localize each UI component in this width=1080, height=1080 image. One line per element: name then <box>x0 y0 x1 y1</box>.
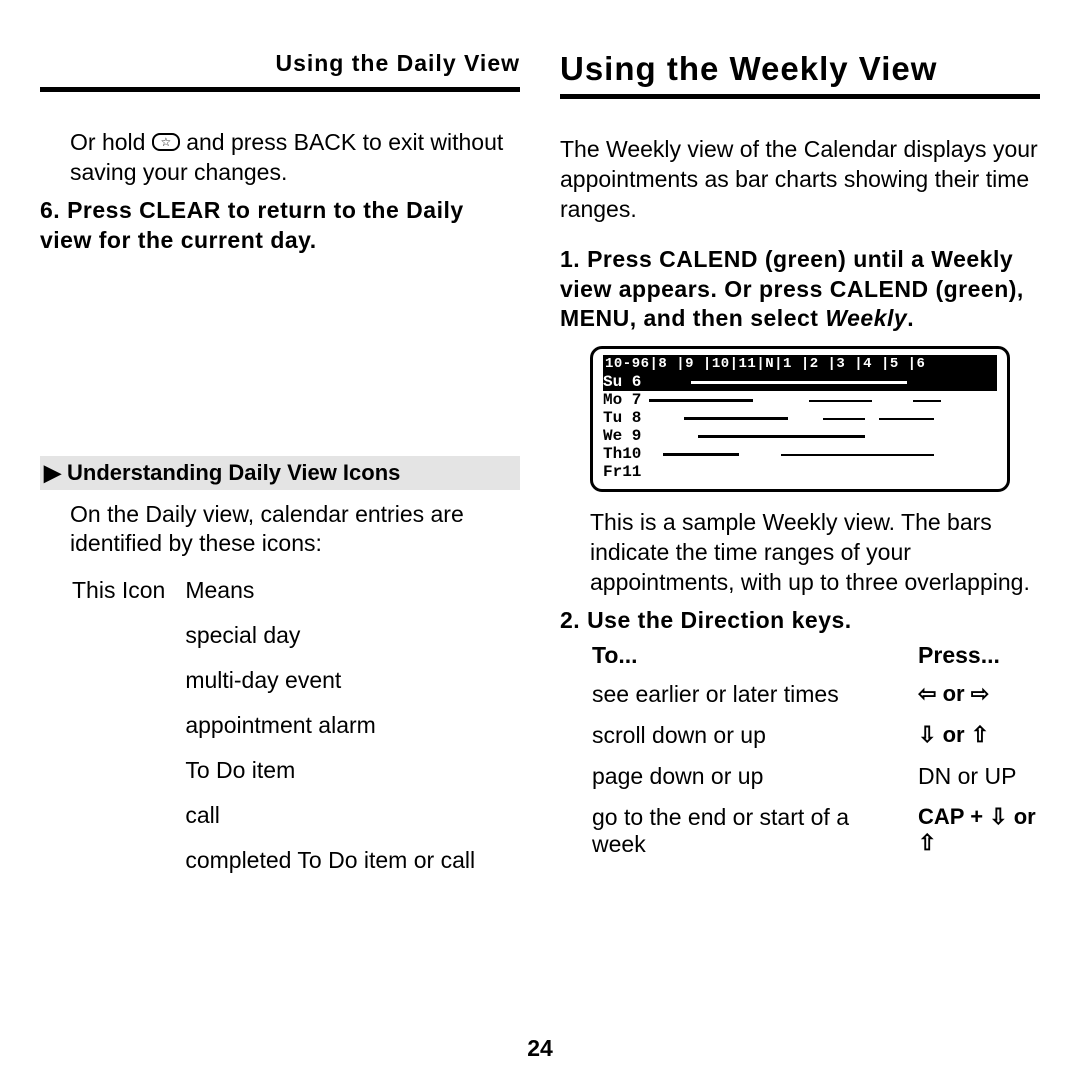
icon-meaning: call <box>185 794 493 837</box>
page-number: 24 <box>0 1035 1080 1062</box>
icon-meaning: special day <box>185 614 493 657</box>
lcd-row: Su 6 <box>603 373 997 391</box>
lcd-day-label: Tu 8 <box>603 409 649 427</box>
lcd-row: We 9 <box>603 427 997 445</box>
lcd-row: Th10 <box>603 445 997 463</box>
step-1: 1. Press CALEND (green) until a Weekly v… <box>560 245 1040 335</box>
star-key-icon: ☆ <box>152 133 180 151</box>
right-column: Using the Weekly View The Weekly view of… <box>560 50 1040 1080</box>
lcd-header: 10-96|8 |9 |10|11|N|1 |2 |3 |4 |5 |6 <box>603 355 997 373</box>
icons-col2: Means <box>185 569 493 612</box>
left-para1: Or hold ☆ and press BACK to exit without… <box>70 128 520 188</box>
weekly-caption: This is a sample Weekly view. The bars i… <box>590 508 1040 598</box>
dir-press: CAP + ⇩ or ⇧ <box>918 798 1068 864</box>
right-intro: The Weekly view of the Calendar displays… <box>560 135 1040 225</box>
lcd-bars <box>649 375 997 389</box>
icons-table-header: This Icon Means <box>72 569 493 612</box>
table-row: special day <box>72 614 493 657</box>
dir-header: To... Press... <box>592 638 1068 673</box>
table-row: To Do item <box>72 749 493 792</box>
weekly-view-screenshot: 10-96|8 |9 |10|11|N|1 |2 |3 |4 |5 |6 Su … <box>590 346 1010 492</box>
left-header: Using the Daily View <box>40 50 520 87</box>
step-2: 2. Use the Direction keys. <box>560 606 1040 636</box>
icon-meaning: appointment alarm <box>185 704 493 747</box>
table-row: see earlier or later times ⇦ or ⇨ <box>592 675 1068 714</box>
icons-col1: This Icon <box>72 569 183 612</box>
lcd-day-label: Th10 <box>603 445 649 463</box>
lcd-day-label: Mo 7 <box>603 391 649 409</box>
left-rule <box>40 87 520 92</box>
step-6: 6. Press CLEAR to return to the Daily vi… <box>40 196 520 256</box>
icon-meaning: To Do item <box>185 749 493 792</box>
lcd-day-label: We 9 <box>603 427 649 445</box>
dir-to: see earlier or later times <box>592 675 916 714</box>
manual-page: Using the Daily View Or hold ☆ and press… <box>0 0 1080 1080</box>
table-row: appointment alarm <box>72 704 493 747</box>
step1-b: Weekly <box>825 305 907 331</box>
lcd-bars <box>649 447 997 461</box>
lcd-day-label: Fr11 <box>603 463 649 481</box>
table-row: page down or up DN or UP <box>592 757 1068 796</box>
icons-intro: On the Daily view, calendar entries are … <box>70 500 520 560</box>
lcd-row: Fr11 <box>603 463 997 481</box>
table-row: call <box>72 794 493 837</box>
dir-to: go to the end or start of a week <box>592 798 916 864</box>
table-row: multi-day event <box>72 659 493 702</box>
dir-col-to: To... <box>592 638 916 673</box>
icons-table: This Icon Means special day multi-day ev… <box>70 567 495 884</box>
icon-meaning: multi-day event <box>185 659 493 702</box>
appointment-bar <box>684 417 788 420</box>
appointment-bar <box>879 418 935 420</box>
dir-press: DN or UP <box>918 757 1068 796</box>
appointment-bar <box>823 418 865 420</box>
lcd-day-label: Su 6 <box>603 373 649 391</box>
dir-col-press: Press... <box>918 638 1068 673</box>
table-row: completed To Do item or call <box>72 839 493 882</box>
lcd-rows: Su 6Mo 7Tu 8We 9Th10Fr11 <box>603 373 997 481</box>
lcd-row: Mo 7 <box>603 391 997 409</box>
appointment-bar <box>809 400 872 402</box>
right-header: Using the Weekly View <box>560 50 1040 94</box>
lcd-bars <box>649 411 997 425</box>
lcd-bars <box>649 393 997 407</box>
table-row: scroll down or up ⇩ or ⇧ <box>592 716 1068 755</box>
appointment-bar <box>684 454 726 456</box>
appointment-bar <box>913 400 941 402</box>
lcd-bars <box>649 465 997 479</box>
appointment-bar <box>691 381 907 384</box>
icon-meaning: completed To Do item or call <box>185 839 493 882</box>
appointment-bar <box>649 399 753 402</box>
lcd-row: Tu 8 <box>603 409 997 427</box>
para1-pre: Or hold <box>70 129 152 155</box>
table-row: go to the end or start of a week CAP + ⇩… <box>592 798 1068 864</box>
dir-to: scroll down or up <box>592 716 916 755</box>
dir-press: ⇦ or ⇨ <box>918 675 1068 714</box>
left-column: Using the Daily View Or hold ☆ and press… <box>40 50 520 1080</box>
dir-to: page down or up <box>592 757 916 796</box>
right-rule <box>560 94 1040 99</box>
step1-a: 1. Press CALEND (green) until a Weekly v… <box>560 246 1024 332</box>
appointment-bar <box>781 454 934 456</box>
callout-heading: ▶ Understanding Daily View Icons <box>40 456 520 490</box>
dir-press: ⇩ or ⇧ <box>918 716 1068 755</box>
lcd-bars <box>649 429 997 443</box>
step1-c: . <box>907 305 914 331</box>
appointment-bar <box>698 435 865 438</box>
direction-keys-table: To... Press... see earlier or later time… <box>590 636 1070 866</box>
